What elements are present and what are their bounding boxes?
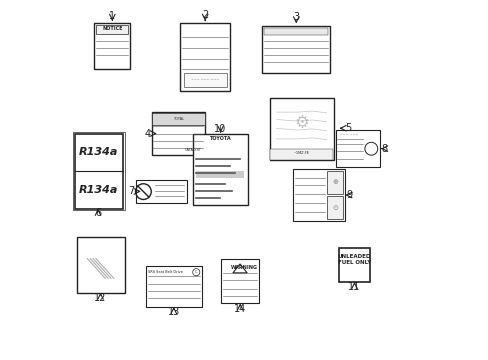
Bar	[135, 180, 187, 203]
Text: ⊕: ⊕	[331, 179, 337, 185]
Bar	[335, 130, 380, 167]
Text: R134a: R134a	[79, 147, 119, 157]
Text: SRS Seat Belt Drive: SRS Seat Belt Drive	[148, 270, 183, 274]
Text: 3: 3	[293, 13, 299, 22]
Bar	[326, 196, 343, 219]
Text: 6: 6	[95, 208, 101, 218]
Text: 1: 1	[109, 11, 115, 21]
Bar	[146, 266, 201, 307]
Text: WARNING: WARNING	[230, 265, 257, 270]
Bar	[270, 149, 332, 159]
Text: 8: 8	[381, 144, 387, 154]
Bar	[77, 237, 124, 293]
Bar	[264, 28, 328, 35]
Bar	[151, 113, 205, 125]
Text: ⊙: ⊙	[331, 205, 337, 211]
Bar	[192, 134, 247, 205]
Text: 4: 4	[144, 129, 151, 139]
Text: R134a: R134a	[79, 185, 119, 195]
Text: TOTAL: TOTAL	[172, 117, 183, 121]
Bar	[183, 73, 226, 87]
Text: NOTICE: NOTICE	[102, 26, 122, 31]
Bar	[326, 171, 343, 194]
Bar	[196, 171, 244, 178]
Bar	[94, 23, 130, 69]
Text: C: C	[195, 270, 197, 274]
Text: 7: 7	[128, 186, 135, 197]
Text: 9: 9	[346, 190, 351, 200]
Text: 13: 13	[167, 307, 180, 317]
Bar	[339, 248, 369, 282]
Bar	[96, 24, 128, 33]
Text: CATALYST: CATALYST	[184, 148, 201, 152]
Text: ~1MZ-FE: ~1MZ-FE	[293, 151, 309, 155]
Text: 12: 12	[94, 293, 106, 303]
Text: ~~~ ~~~ ~~~: ~~~ ~~~ ~~~	[191, 78, 219, 82]
Bar	[180, 23, 230, 91]
Bar	[75, 134, 123, 208]
Text: 10: 10	[214, 124, 226, 134]
Bar	[151, 112, 205, 155]
Bar	[73, 132, 124, 210]
Text: 11: 11	[347, 282, 360, 292]
Text: ~~~ ~~~: ~~~ ~~~	[339, 133, 357, 138]
Text: 5: 5	[344, 123, 350, 133]
Bar	[269, 98, 333, 160]
Text: 2: 2	[202, 10, 208, 19]
Bar	[292, 169, 344, 221]
Text: UNLEADED
FUEL ONLY: UNLEADED FUEL ONLY	[337, 254, 370, 265]
Bar	[221, 258, 258, 303]
Text: ⚙: ⚙	[294, 114, 308, 132]
Text: 14: 14	[234, 303, 246, 314]
Bar	[262, 26, 329, 73]
Text: TOYOTA: TOYOTA	[209, 136, 231, 141]
